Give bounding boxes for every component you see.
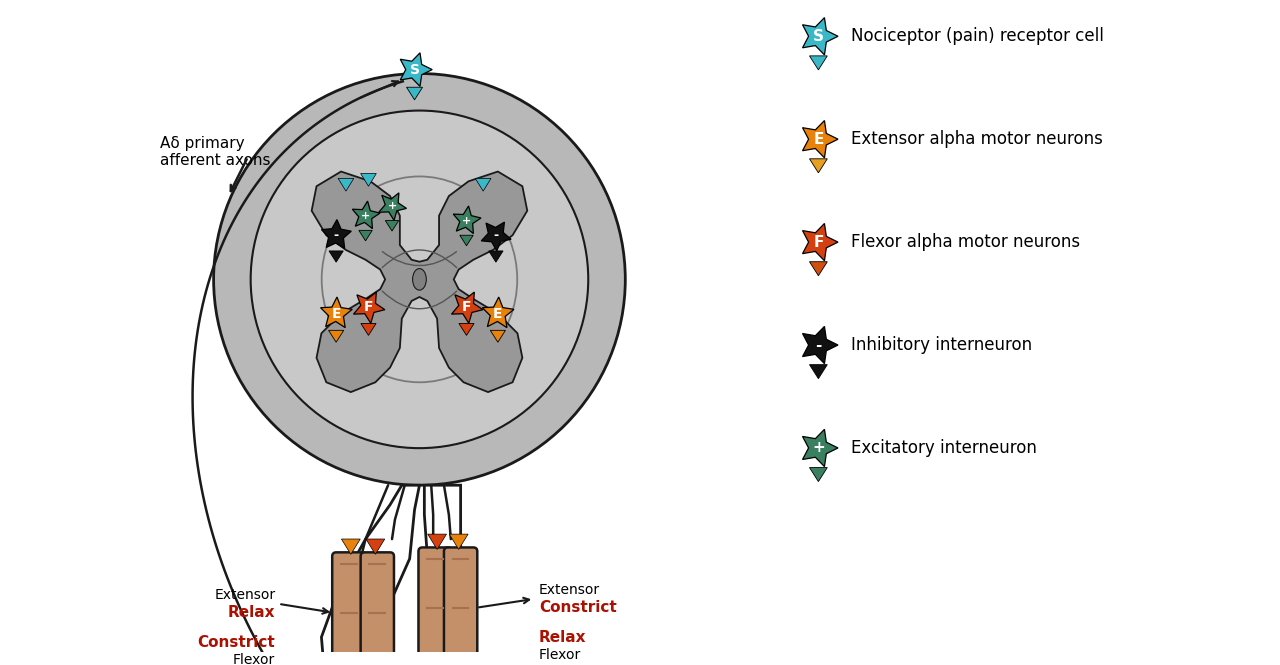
Polygon shape [809, 262, 827, 276]
Polygon shape [321, 485, 420, 665]
Polygon shape [428, 534, 447, 549]
Polygon shape [803, 18, 838, 55]
Text: +: + [812, 440, 824, 456]
Polygon shape [352, 201, 380, 229]
Text: F: F [364, 300, 374, 314]
Polygon shape [809, 364, 827, 378]
Text: Flexor: Flexor [539, 648, 581, 662]
Polygon shape [358, 230, 372, 241]
Polygon shape [379, 193, 407, 220]
Polygon shape [342, 539, 360, 555]
Ellipse shape [321, 176, 517, 382]
Text: E: E [493, 307, 503, 321]
Polygon shape [361, 323, 376, 335]
Polygon shape [809, 159, 827, 173]
Polygon shape [453, 206, 481, 233]
Polygon shape [809, 467, 827, 481]
Polygon shape [809, 56, 827, 70]
Text: Constrict: Constrict [197, 634, 275, 650]
Polygon shape [449, 534, 468, 549]
Text: Excitatory interneuron: Excitatory interneuron [851, 439, 1037, 457]
Polygon shape [803, 327, 838, 364]
Text: E: E [332, 307, 340, 321]
Text: Flexor alpha motor neurons: Flexor alpha motor neurons [851, 233, 1080, 251]
Text: Relax: Relax [228, 605, 275, 620]
Polygon shape [452, 292, 483, 323]
Text: S: S [410, 63, 420, 76]
Text: F: F [813, 235, 823, 249]
FancyBboxPatch shape [444, 547, 477, 665]
Polygon shape [320, 297, 352, 328]
Text: S: S [813, 29, 824, 44]
Text: -: - [334, 229, 339, 242]
Text: Inhibitory interneuron: Inhibitory interneuron [851, 336, 1032, 354]
Text: -: - [815, 338, 822, 352]
Polygon shape [366, 539, 385, 555]
Polygon shape [407, 87, 422, 100]
Polygon shape [425, 485, 476, 665]
Circle shape [214, 74, 626, 485]
Polygon shape [329, 331, 344, 342]
Polygon shape [803, 430, 838, 467]
Text: Aδ primary
afferent axons: Aδ primary afferent axons [160, 136, 270, 168]
Text: +: + [462, 215, 471, 225]
Polygon shape [311, 172, 527, 392]
Polygon shape [338, 178, 353, 191]
Polygon shape [803, 120, 838, 158]
Polygon shape [385, 221, 398, 231]
Polygon shape [475, 178, 492, 191]
Polygon shape [353, 292, 385, 323]
Circle shape [251, 110, 589, 448]
Text: +: + [388, 201, 397, 211]
Text: Nociceptor (pain) receptor cell: Nociceptor (pain) receptor cell [851, 27, 1103, 45]
Polygon shape [401, 53, 433, 86]
Text: Flexor: Flexor [233, 652, 275, 665]
FancyBboxPatch shape [419, 547, 452, 665]
Text: Relax: Relax [539, 630, 586, 644]
FancyBboxPatch shape [333, 553, 366, 665]
Text: E: E [813, 132, 823, 147]
Text: +: + [361, 211, 370, 221]
Polygon shape [361, 174, 376, 186]
Polygon shape [483, 297, 515, 328]
Polygon shape [803, 223, 838, 261]
Polygon shape [460, 235, 474, 246]
Text: Extensor: Extensor [214, 588, 275, 602]
Polygon shape [481, 222, 511, 251]
Ellipse shape [412, 269, 426, 290]
Text: Constrict: Constrict [539, 600, 617, 615]
Polygon shape [460, 323, 474, 335]
Polygon shape [329, 251, 343, 262]
Polygon shape [489, 251, 503, 262]
Polygon shape [321, 219, 351, 249]
Polygon shape [490, 331, 506, 342]
Text: Extensor: Extensor [539, 583, 600, 597]
Text: -: - [493, 229, 498, 242]
FancyBboxPatch shape [361, 553, 394, 665]
Text: F: F [462, 300, 471, 314]
Text: Extensor alpha motor neurons: Extensor alpha motor neurons [851, 130, 1102, 148]
